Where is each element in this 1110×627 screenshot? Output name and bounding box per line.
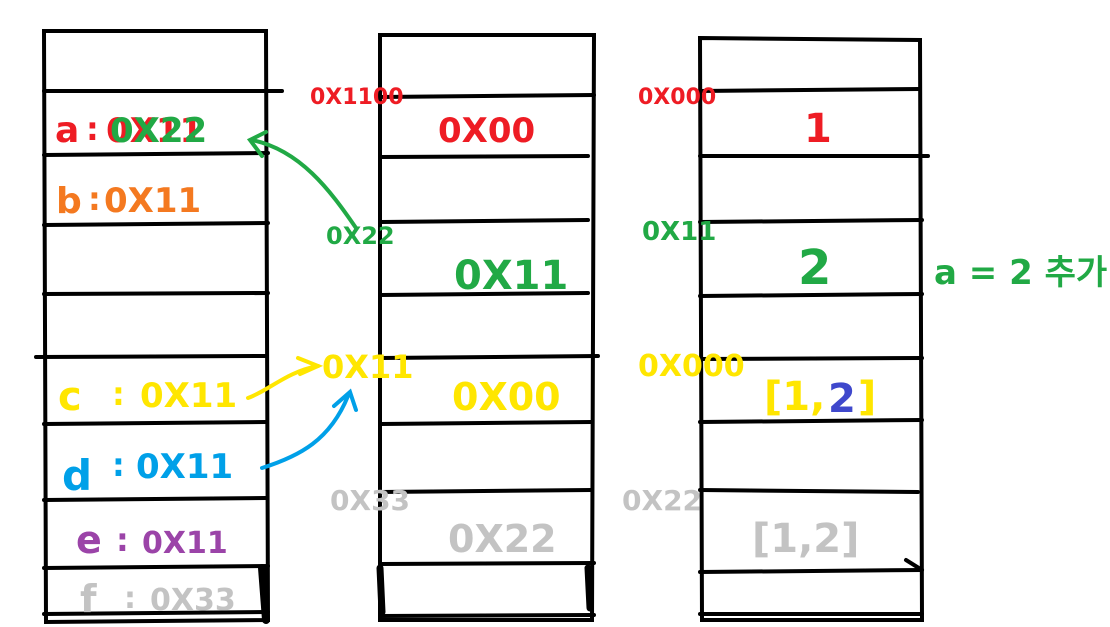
variable-b-address: 0X11 [104,181,201,221]
variable-c-name: c [58,374,82,420]
divider [258,564,270,624]
variable-c-sep: : [112,375,125,413]
data-address-label: 0X000 [638,85,716,110]
variable-a-sep: : [86,110,99,148]
divider [42,420,268,426]
variable-c-address: 0X11 [140,376,237,416]
arrowhead [332,388,358,412]
variable-column [34,29,284,625]
divider [698,218,924,224]
divider [698,87,922,93]
data-cell-2-value: 2 [798,240,831,296]
arrow-d-to-object [260,394,350,470]
variable-e-name: e [76,518,102,562]
divider [376,564,386,616]
data-cell-4-value: [1,2] [752,516,859,562]
object-column [376,33,600,622]
divider [42,221,270,227]
data-cell-3-close: ] [858,374,876,420]
variable-d-sep: : [112,446,125,484]
divider [378,354,600,360]
divider [378,218,590,224]
object-cell-1-value: 0X00 [438,111,535,151]
variable-b-name: b [56,181,82,222]
variable-f-name: f [80,577,97,621]
object-address-label: 0X11 [322,348,413,386]
object-address-label: 0X1100 [310,85,404,110]
data-cell-3-open: [1, [764,374,825,420]
variable-a-new-address: 0X22 [110,111,207,151]
arrow-a-to-new-object [250,138,358,230]
data-address-label: 0X11 [642,217,716,247]
variable-b-sep: : [88,180,101,218]
variable-d-name: d [62,451,92,500]
data-address-label: 0X000 [638,349,745,384]
divider [584,564,594,612]
variable-d-address: 0X11 [136,447,233,487]
divider [378,154,590,159]
data-cell-3-two: 2 [828,376,856,422]
data-column-outline [697,35,925,622]
data-column [697,35,930,622]
divider [698,356,924,361]
divider [698,292,924,298]
object-address-label: 0X33 [330,484,410,517]
data-cell-1-value: 1 [804,106,832,152]
divider [904,558,924,572]
divider [698,568,924,574]
arrowhead [246,130,268,158]
divider [698,488,920,494]
arrowhead [296,356,324,376]
divider [378,420,594,426]
divider [42,291,270,296]
data-address-label: 0X22 [622,484,702,517]
variable-a-old-address: 0X11 [106,111,203,151]
divider [42,564,270,570]
object-cell-3-value: 0X00 [452,375,561,419]
divider [378,561,596,566]
variable-e-sep: : [116,521,129,559]
divider [378,291,590,297]
object-cell-2-value: 0X11 [454,253,568,299]
divider [378,488,594,494]
divider [34,354,268,359]
variable-a-name: a [55,110,79,151]
note-a-equals-2: a = 2 추가 [934,253,1107,293]
divider [42,496,268,502]
variable-f-address: 0X33 [150,583,236,618]
object-cell-4-value: 0X22 [448,517,557,561]
divider [42,151,270,157]
divider [698,418,924,424]
divider [378,613,596,618]
object-address-label: 0X22 [326,222,395,250]
divider [378,93,596,99]
variable-e-address: 0X11 [142,526,228,561]
variable-f-sep: : [124,581,136,616]
divider [42,610,270,616]
